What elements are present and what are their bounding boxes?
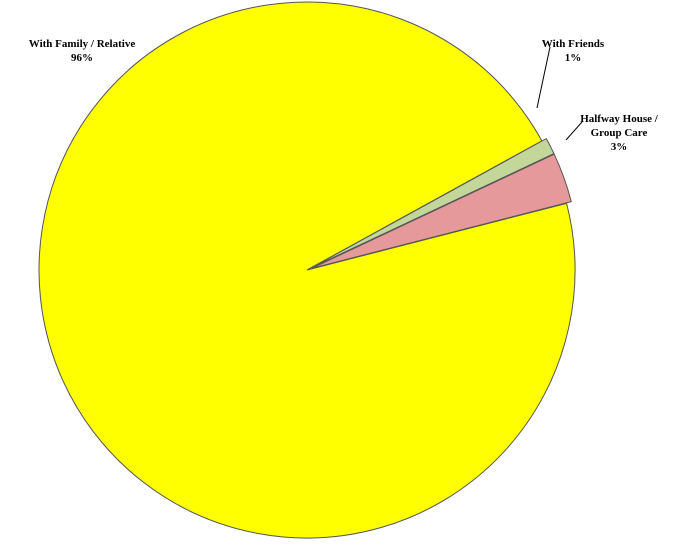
slice-label-line: With Family / Relative xyxy=(29,38,136,50)
slice-label-line: Halfway House / xyxy=(580,113,659,125)
slice-percent-label: 96% xyxy=(71,52,93,64)
slice-label-with-friends: With Friends 1% xyxy=(542,38,605,64)
pie-slice-with-family-relative xyxy=(38,1,576,539)
slice-label-with-family-relative: With Family / Relative 96% xyxy=(29,38,136,64)
pie-slice-with-friends xyxy=(311,137,555,269)
slice-label-halfway-house-group-care: Halfway House / Group Care 3% xyxy=(580,113,659,153)
pie-slice-halfway-house-group-care xyxy=(311,153,572,269)
slice-label-line: With Friends xyxy=(542,38,605,50)
slice-label-line: Group Care xyxy=(591,127,648,139)
leader-line-halfway-house-group-care xyxy=(565,121,583,141)
leader-lines xyxy=(536,46,583,141)
slice-percent-label: 1% xyxy=(565,52,582,64)
pie-slices xyxy=(38,1,576,539)
slice-labels: With Family / Relative 96% With Friends 1% H… xyxy=(29,38,659,153)
leader-line-with-friends xyxy=(536,46,551,109)
slice-percent-label: 3% xyxy=(611,141,628,153)
